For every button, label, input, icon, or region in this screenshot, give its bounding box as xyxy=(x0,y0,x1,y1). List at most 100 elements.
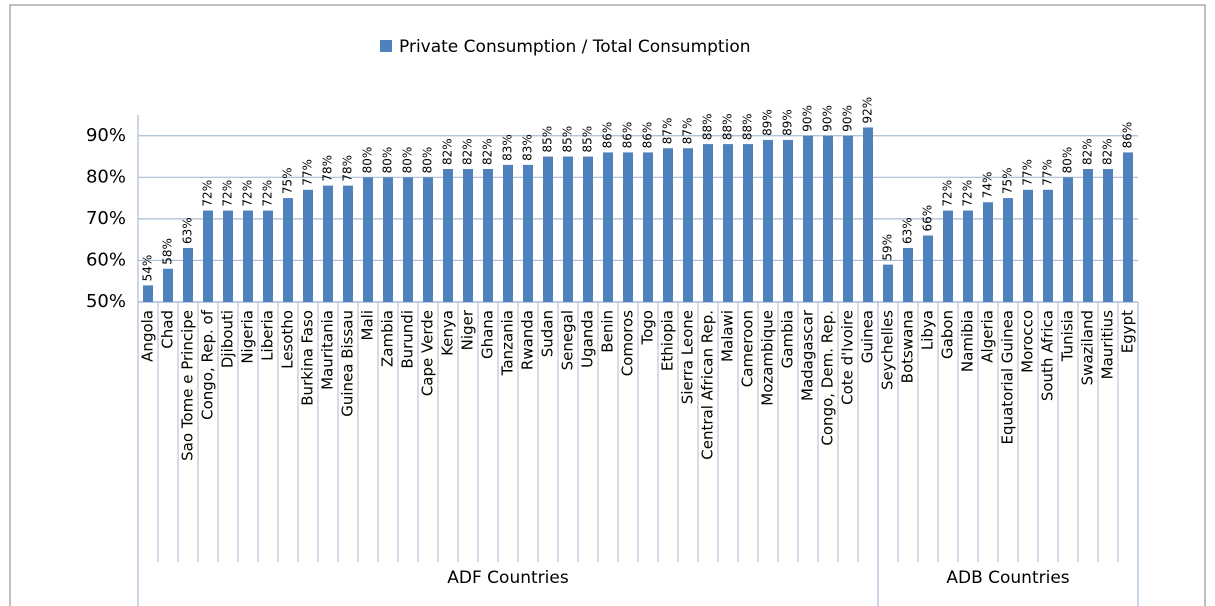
value-label: 72% xyxy=(941,180,955,207)
y-tick-label: 60% xyxy=(86,249,126,270)
x-tick-label: Mozambique xyxy=(759,310,777,406)
bar xyxy=(843,135,853,302)
x-tick-label: Cameroon xyxy=(739,310,757,387)
x-tick-label: Angola xyxy=(139,310,157,362)
value-label: 59% xyxy=(881,234,895,261)
x-tick-label: Mauritania xyxy=(319,310,337,390)
bar xyxy=(523,164,533,302)
value-label: 90% xyxy=(801,105,815,132)
value-label: 90% xyxy=(821,105,835,132)
x-tick-label: Morocco xyxy=(1019,310,1037,373)
bar xyxy=(1063,177,1073,302)
bar xyxy=(1003,198,1013,302)
value-label: 78% xyxy=(321,155,335,182)
x-tick-label: Congo, Rep. of xyxy=(199,309,217,420)
value-label: 66% xyxy=(921,205,935,232)
group-label: ADF Countries xyxy=(447,568,569,588)
value-label: 88% xyxy=(741,113,755,140)
bar xyxy=(1103,169,1113,302)
chart-frame xyxy=(9,4,1206,606)
value-label: 72% xyxy=(961,180,975,207)
x-tick-label: Burundi xyxy=(399,310,417,369)
group-label: ADB Countries xyxy=(946,568,1069,588)
x-tick-label: Djibouti xyxy=(219,310,237,368)
bar xyxy=(983,202,993,302)
x-tick-label: Egypt xyxy=(1119,310,1137,353)
bar xyxy=(943,210,953,302)
value-label: 80% xyxy=(1061,147,1075,174)
bar xyxy=(283,198,293,302)
bar xyxy=(803,135,813,302)
x-tick-label: Guinea xyxy=(859,310,877,363)
bar xyxy=(643,152,653,302)
value-label: 86% xyxy=(641,122,655,149)
value-label: 83% xyxy=(521,134,535,161)
bar xyxy=(863,127,873,302)
value-label: 86% xyxy=(621,122,635,149)
x-tick-label: Namibia xyxy=(959,310,977,372)
x-tick-label: Comoros xyxy=(619,310,637,376)
bar xyxy=(583,156,593,302)
value-label: 87% xyxy=(661,118,675,145)
value-label: 82% xyxy=(461,138,475,165)
x-tick-label: Kenya xyxy=(439,310,457,356)
value-label: 75% xyxy=(281,167,295,194)
bar xyxy=(743,144,753,302)
x-tick-label: Equatorial Guinea xyxy=(999,310,1017,444)
x-tick-label: Algeria xyxy=(979,310,997,363)
bar xyxy=(303,189,313,302)
x-tick-label: Zambia xyxy=(379,310,397,367)
value-label: 88% xyxy=(721,113,735,140)
value-label: 58% xyxy=(161,238,175,265)
x-tick-label: Gabon xyxy=(939,310,957,359)
x-tick-label: Ghana xyxy=(479,310,497,359)
value-label: 86% xyxy=(601,122,615,149)
bar xyxy=(883,264,893,302)
y-tick-label: 50% xyxy=(86,291,126,312)
bar xyxy=(443,169,453,302)
x-tick-label: Nigeria xyxy=(239,310,257,364)
bar xyxy=(323,185,333,302)
bar xyxy=(823,135,833,302)
x-tick-label: Lesotho xyxy=(279,310,297,369)
bar xyxy=(463,169,473,302)
value-label: 89% xyxy=(781,109,795,136)
value-label: 75% xyxy=(1001,167,1015,194)
value-label: 72% xyxy=(201,180,215,207)
bar xyxy=(203,210,213,302)
value-label: 90% xyxy=(841,105,855,132)
x-tick-label: Sudan xyxy=(539,310,557,357)
bar xyxy=(623,152,633,302)
x-tick-label: Burkina Faso xyxy=(299,310,317,406)
bar xyxy=(503,164,513,302)
x-tick-label: Rwanda xyxy=(519,310,537,370)
bar xyxy=(343,185,353,302)
x-tick-label: Seychelles xyxy=(879,310,897,390)
x-tick-label: Madagascar xyxy=(799,309,817,401)
value-label: 77% xyxy=(1041,159,1055,186)
x-tick-label: Congo, Dem. Rep. xyxy=(819,310,837,446)
value-label: 80% xyxy=(421,147,435,174)
value-label: 80% xyxy=(401,147,415,174)
y-tick-label: 70% xyxy=(86,208,126,229)
bar xyxy=(923,235,933,302)
value-label: 86% xyxy=(1121,122,1135,149)
x-tick-label: Central African Rep. xyxy=(699,310,717,460)
x-tick-label: Niger xyxy=(459,309,477,350)
x-tick-label: Malawi xyxy=(719,310,737,362)
legend-swatch xyxy=(380,40,392,52)
value-label: 89% xyxy=(761,109,775,136)
value-label: 77% xyxy=(301,159,315,186)
x-tick-label: Ethiopia xyxy=(659,310,677,371)
bar xyxy=(603,152,613,302)
value-label: 82% xyxy=(1101,138,1115,165)
bar xyxy=(143,285,153,302)
bar xyxy=(403,177,413,302)
x-tick-label: Cote d'Ivoire xyxy=(839,310,857,405)
value-label: 82% xyxy=(1081,138,1095,165)
value-label: 80% xyxy=(381,147,395,174)
value-label: 82% xyxy=(441,138,455,165)
value-label: 82% xyxy=(481,138,495,165)
bar xyxy=(223,210,233,302)
bar xyxy=(563,156,573,302)
